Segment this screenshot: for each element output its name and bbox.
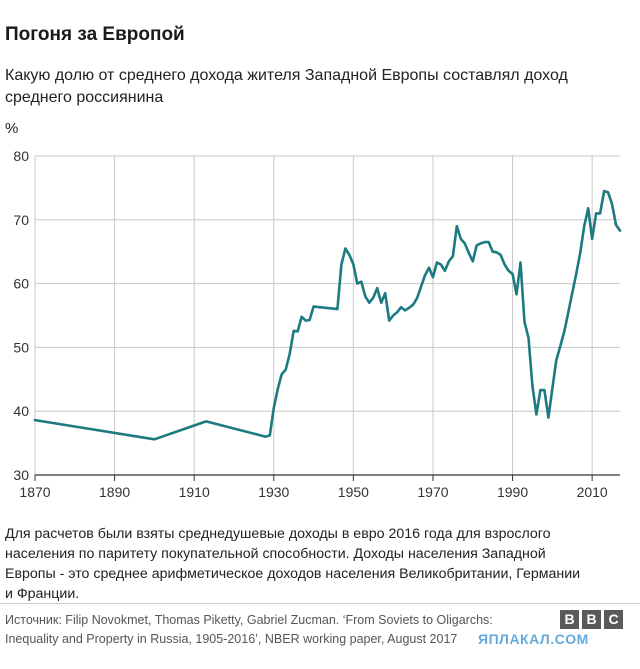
y-tick-label: 80 [13,148,29,164]
note-line: населения по паритету покупательной спос… [5,546,546,562]
source-line: Источник: Filip Novokmet, Thomas Piketty… [5,613,493,627]
y-tick-label: 70 [13,212,29,228]
chart-series [33,189,622,441]
y-tick-label: 60 [13,276,29,292]
x-tick-label: 1990 [497,484,528,500]
chart-axes [34,474,620,481]
y-tick-label: 50 [13,339,29,355]
chart-tick-labels: 30 40 50 60 70 80 1870 1890 1910 1930 1950 1970 1990… [13,148,608,500]
chart-subtitle: Какую долю от среднего дохода жителя Зап… [5,67,568,106]
watermark: ЯПЛАКАЛ.COM [478,631,589,647]
x-tick-label: 2010 [577,484,608,500]
x-tick-label: 1950 [338,484,369,500]
x-tick-label: 1890 [99,484,130,500]
x-tick-label: 1910 [179,484,210,500]
y-tick-label: 30 [13,467,29,483]
x-tick-label: 1870 [19,484,50,500]
note-line: и Франции. [5,586,80,602]
line-chart: 30 40 50 60 70 80 1870 1890 1910 1930 1950 1970 1990… [13,148,622,500]
methodology-note: Для расчетов были взяты среднедушевые до… [5,524,640,604]
x-tick-label: 1970 [417,484,448,500]
chart-grid [34,155,620,475]
source-line: Inequality and Property in Russia, 1905-… [5,632,458,646]
bbc-logo-letter: C [604,610,623,629]
source-citation: Источник: Filip Novokmet, Thomas Piketty… [5,611,545,649]
note-line: Европы - это среднее арифметическое дохо… [5,566,581,582]
bbc-logo-letter: B [582,610,601,629]
x-tick-label: 1930 [258,484,289,500]
note-line: Для расчетов были взяты среднедушевые до… [5,526,551,542]
bbc-logo-letter: B [560,610,579,629]
y-tick-label: 40 [13,403,29,419]
bbc-logo: B B C [560,610,623,629]
y-axis-unit: % [5,120,19,137]
chart-title: Погоня за Европой [5,24,185,45]
footer-divider [0,603,640,604]
series-line [33,189,622,441]
